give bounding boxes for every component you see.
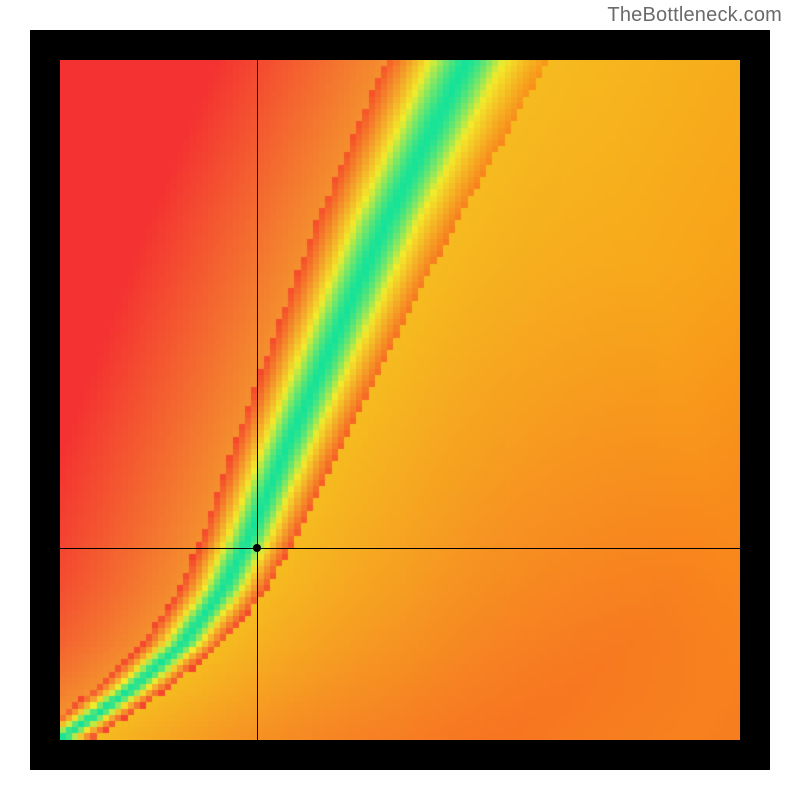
watermark-text: TheBottleneck.com <box>607 4 782 27</box>
frame-bottom <box>30 740 770 770</box>
frame-left <box>30 30 60 770</box>
frame-top <box>30 30 770 60</box>
bottleneck-heatmap <box>60 60 740 740</box>
crosshair-vertical <box>257 60 258 740</box>
chart-container: TheBottleneck.com <box>0 0 800 800</box>
crosshair-horizontal <box>60 548 740 549</box>
frame-right <box>740 30 770 770</box>
